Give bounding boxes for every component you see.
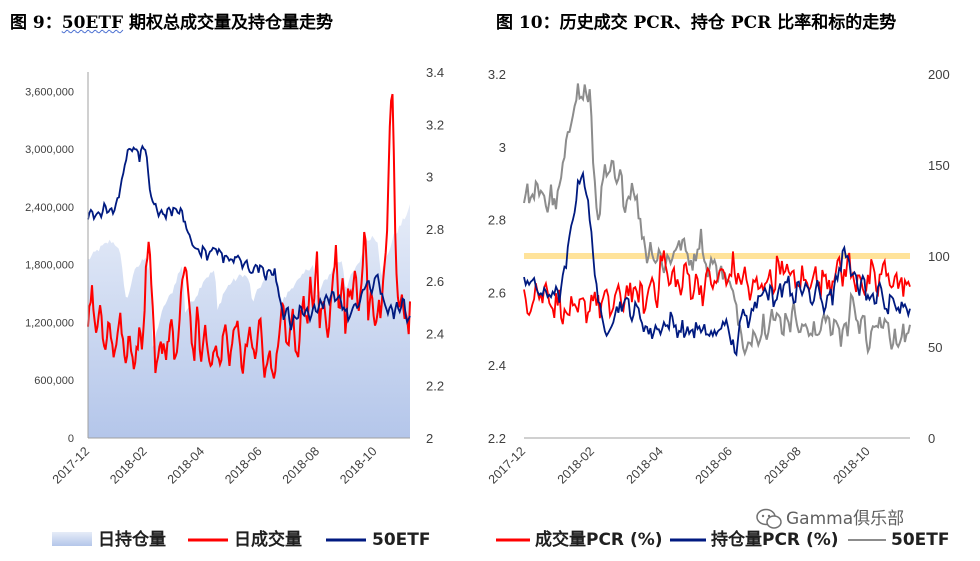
chart-left-legend: 日持仓量 日成交量 50ETF bbox=[52, 529, 430, 550]
y-left-tick-label: 0 bbox=[68, 433, 74, 445]
x-tick-label: 2018-04 bbox=[165, 444, 207, 486]
y-left-tick-label: 3,600,000 bbox=[25, 86, 74, 98]
series-line-etf bbox=[87, 144, 411, 331]
chart-left-title: 图 9：50ETF 期权总成交量及持仓量走势 bbox=[10, 8, 333, 33]
y-right-tick-label: 2.4 bbox=[426, 326, 444, 341]
legend-label-volume-pcr: 成交量PCR (%) bbox=[535, 529, 663, 550]
series-line-volume-pcr bbox=[523, 250, 911, 325]
chart-left-title-etf: 50ETF bbox=[61, 13, 124, 33]
chart-right-legend: 成交量PCR (%) 持仓量PCR (%) 50ETF bbox=[496, 529, 949, 550]
watermark: Gamma俱乐部 bbox=[756, 508, 904, 529]
x-tick-label: 2017-12 bbox=[486, 444, 528, 486]
y-right-tick-label: 3 bbox=[426, 170, 433, 185]
x-tick-label: 2018-10 bbox=[830, 444, 872, 486]
y-left-tick-label: 2.6 bbox=[488, 285, 506, 300]
legend-label-volume: 日成交量 bbox=[234, 529, 302, 550]
legend-label-open-interest: 日持仓量 bbox=[98, 529, 166, 550]
x-tick-label: 2018-04 bbox=[624, 444, 666, 486]
legend-label-etf: 50ETF bbox=[891, 530, 949, 550]
y-right-tick-label: 3.4 bbox=[426, 65, 444, 80]
y-left-tick-label: 2.2 bbox=[488, 431, 506, 446]
x-tick-label: 2018-10 bbox=[337, 444, 379, 486]
y-left-tick-label: 1,800,000 bbox=[25, 260, 74, 272]
x-tick-label: 2018-08 bbox=[761, 444, 803, 486]
y-left-tick-label: 2.8 bbox=[488, 213, 506, 228]
chart-left: 0 600,000 1,200,000 1,800,000 2,400,000 3,000… bbox=[25, 65, 444, 550]
wechat-icon bbox=[756, 508, 782, 529]
y-right-tick-label: 200 bbox=[928, 67, 950, 82]
x-tick-label: 2018-06 bbox=[693, 444, 735, 486]
y-left-tick-label: 3 bbox=[499, 140, 506, 155]
y-left-tick-label: 3,000,000 bbox=[25, 144, 74, 156]
y-right-tick-label: 2.6 bbox=[426, 274, 444, 289]
y-left-tick-label: 600,000 bbox=[34, 375, 74, 387]
legend-label-oi-pcr: 持仓量PCR (%) bbox=[711, 529, 839, 550]
y-left-tick-label: 2,400,000 bbox=[25, 202, 74, 214]
y-right-tick-label: 2 bbox=[426, 431, 433, 446]
watermark-text: Gamma俱乐部 bbox=[786, 509, 904, 529]
y-left-tick-label: 3.2 bbox=[488, 67, 506, 82]
y-right-tick-label: 100 bbox=[928, 249, 950, 264]
series-area-open-interest bbox=[88, 204, 410, 438]
y-right-tick-label: 3.2 bbox=[426, 117, 444, 132]
chart-right: 2.2 2.4 2.6 2.8 3 3.2 0 50 100 150 200 2017-12 2018-… bbox=[486, 67, 950, 550]
y-left-tick-label: 2.4 bbox=[488, 358, 506, 373]
y-right-tick-label: 50 bbox=[928, 340, 942, 355]
x-tick-label: 2018-06 bbox=[222, 444, 264, 486]
series-line-volume bbox=[87, 93, 411, 379]
y-right-tick-label: 0 bbox=[928, 431, 935, 446]
x-tick-label: 2017-12 bbox=[50, 444, 92, 486]
y-right-tick-label: 150 bbox=[928, 158, 950, 173]
series-line-etf bbox=[523, 83, 911, 357]
x-tick-label: 2018-02 bbox=[107, 444, 149, 486]
y-right-tick-label: 2.8 bbox=[426, 222, 444, 237]
legend-swatch-open-interest bbox=[52, 532, 92, 546]
chart-left-title-rest: 期权总成交量及持仓量走势 bbox=[123, 13, 334, 33]
y-right-tick-label: 2.2 bbox=[426, 379, 444, 394]
x-tick-label: 2018-02 bbox=[555, 444, 597, 486]
y-left-tick-label: 1,200,000 bbox=[25, 317, 74, 329]
legend-label-etf: 50ETF bbox=[372, 530, 430, 550]
chart-left-title-prefix: 图 9： bbox=[10, 13, 62, 33]
x-tick-label: 2018-08 bbox=[280, 444, 322, 486]
series-line-oi-pcr bbox=[523, 169, 911, 357]
chart-right-title: 图 10：历史成交 PCR、持仓 PCR 比率和标的走势 bbox=[496, 13, 897, 33]
